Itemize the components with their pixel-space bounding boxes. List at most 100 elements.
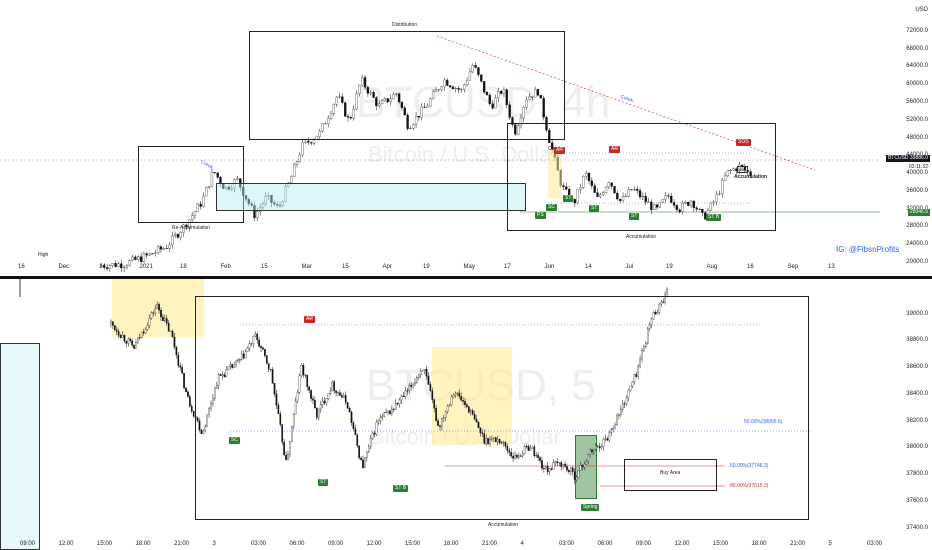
candle-4h-candle [582,176,585,188]
candle-4h-candle [539,94,542,99]
event-st-2: ST [589,205,600,212]
price-countdown: 03:11:32 [908,164,928,170]
candle-5m-candle [496,438,499,443]
candle-4h-candle [278,205,282,207]
candle-5m-candle [608,432,611,441]
candle-4h-candle [207,185,211,188]
candle-4h-candle [480,74,483,82]
candle-5m-candle [350,411,353,423]
candle-5m-candle [316,407,318,418]
x-tick-5m: 18:00 [443,541,459,547]
panel-divider[interactable] [0,276,932,279]
candle-5m-candle [371,432,374,440]
candle-5m-candle [337,392,339,394]
candle-5m-candle [389,410,391,414]
candle-5m-candle [369,438,372,447]
candle-5m-candle [473,414,476,420]
x-tick-5m: 03:00 [251,541,267,547]
candle-5m-candle [660,301,663,305]
candle-5m-candle [621,403,624,410]
re-accumulation-box [138,146,244,223]
candle-4h-candle [505,89,508,105]
candle-4h-candle [145,253,148,256]
candle-5m-candle [254,333,257,337]
candle-4h-candle [341,96,344,103]
candle-4h-candle [392,94,395,100]
candle-4h-candle [429,98,432,107]
candle-5m-candle [294,400,297,415]
candle-5m-candle [512,455,514,459]
candle-4h-candle [105,267,109,269]
candle-5m-candle [152,312,155,314]
y-tick-4h: 52000.0 [906,116,928,123]
event-sc: SC [546,204,557,211]
candle-4h-candle [516,125,520,135]
y-tick-5m: 37400.0 [906,524,928,531]
x-tick-5m: 12:00 [674,541,690,547]
candle-4h-candle [684,202,687,204]
candle-4h-candle [636,189,639,191]
y-tick-5m: 38400.0 [906,390,928,397]
y-tick-5m: 37600.0 [906,497,928,504]
candle-5m-candle [606,438,609,441]
candle-4h-candle [457,87,460,90]
candle-5m-candle [544,466,547,470]
candle-4h-candle [644,196,647,203]
candle-5m-candle [500,442,503,444]
candle-5m-candle [650,318,653,325]
candle-5m-candle [121,334,124,338]
event-sc-5m: SC [229,437,240,444]
buy-area-box [624,459,717,491]
candle-5m-candle [416,377,418,383]
candle-4h-candle [134,256,137,260]
candle-4h-candle [378,103,381,107]
candle-5m-candle [252,335,255,344]
candle-4h-candle [689,200,693,206]
candle-4h-candle [474,65,477,68]
candle-5m-candle [489,439,491,444]
candle-5m-candle [477,421,480,428]
candle-5m-candle [587,454,589,462]
candle-5m-candle [610,429,613,433]
candle-5m-candle [189,396,191,407]
candle-5m-candle [412,383,414,387]
candle-4h-candle [117,263,120,267]
candle-5m-candle [581,465,584,468]
candle-5m-candle [354,428,357,435]
candle-5m-candle [165,318,168,324]
x-tick-4h: 14 [99,264,106,270]
candle-4h-candle [672,202,676,206]
candle-4h-candle [324,123,327,125]
candle-4h-candle [749,171,752,176]
candle-5m-candle [302,365,305,376]
chart-4h-panel[interactable]: BTCUSD, 4h Bitcoin / U.S. Dollar Distrib… [0,0,932,276]
candle-5m-candle [568,469,570,472]
candle-5m-candle [498,438,501,443]
candle-5m-candle [431,390,434,400]
candle-4h-candle [276,204,279,206]
candle-5m-candle [192,411,195,417]
candle-5m-candle [265,355,268,364]
candle-5m-candle [185,387,187,393]
candle-5m-candle [439,425,441,427]
x-tick-4h: Aug [706,264,718,270]
candle-4h-candle [383,98,387,101]
x-tick-5m: 03:00 [867,541,883,547]
candle-5m-candle [342,395,345,398]
candle-5m-candle [160,310,162,318]
event-st-1: ST [563,195,574,202]
candle-5m-candle [312,398,314,401]
candle-5m-candle [267,363,270,370]
candle-4h-candle [159,246,163,250]
candle-4h-candle [210,172,214,187]
chart-5m-panel[interactable]: BTCUSD, 5 Bitcoin / U.S. Dollar Accumula… [0,279,932,550]
candle-4h-candle [491,103,494,109]
candle-5m-candle [289,441,291,455]
candle-5m-candle [179,365,182,368]
high-label: High [38,252,49,258]
candle-4h-candle [533,89,537,98]
candle-5m-candle [562,463,564,467]
candle-5m-candle [306,374,309,388]
candle-5m-candle [575,477,578,480]
x-tick-5m: 06:00 [289,541,305,547]
